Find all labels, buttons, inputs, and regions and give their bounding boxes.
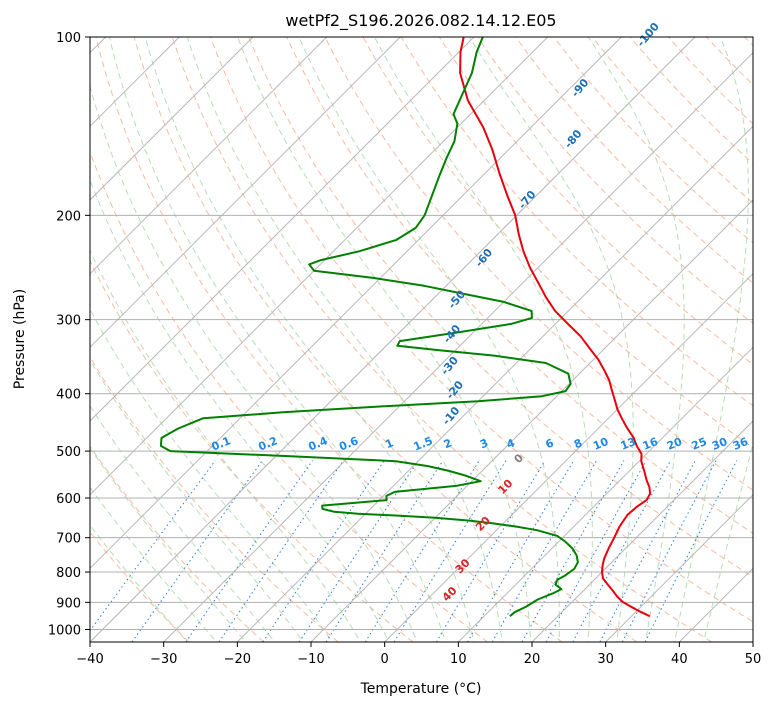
mixing-ratio-label: 8	[572, 436, 584, 451]
isotherm	[90, 37, 696, 642]
x-tick-label: −10	[297, 652, 324, 667]
isotherm	[605, 493, 753, 642]
dry-adiabat	[324, 37, 753, 491]
mixing-ratio-label: 16	[641, 435, 660, 453]
mixing-ratio-label: 10	[591, 435, 610, 453]
mixing-ratio-line	[262, 460, 385, 642]
mixing-ratio-line	[435, 460, 546, 642]
y-tick-label: 1000	[48, 623, 81, 638]
y-tick-label: 800	[56, 566, 81, 581]
mixing-ratio-label: 13	[619, 435, 638, 453]
moist-adiabat	[298, 37, 560, 642]
moist-adiabat	[108, 37, 447, 642]
y-tick-label: 500	[56, 445, 81, 460]
isotherm	[90, 37, 475, 422]
moist-adiabat	[374, 37, 593, 642]
dry-adiabat	[477, 37, 753, 325]
y-tick-label: 400	[56, 388, 81, 403]
dry-adiabat	[133, 37, 638, 642]
dry-adiabat	[629, 37, 753, 165]
moist-adiabat	[587, 37, 685, 642]
isotherm	[90, 37, 254, 201]
moist-adiabat	[90, 524, 188, 642]
x-tick-label: 10	[450, 652, 467, 667]
temperature-profile	[459, 37, 652, 618]
dry-adiabat	[591, 37, 753, 204]
y-tick-label: 100	[56, 31, 81, 46]
x-axis: −40 −30 −20 −10 0 10 20 30 40 50	[76, 642, 761, 667]
mixing-ratio-label: 30	[710, 435, 729, 453]
y-tick-label: 700	[56, 532, 81, 547]
x-tick-label: 50	[745, 652, 762, 667]
moist-adiabat	[90, 447, 247, 642]
isotherm	[531, 420, 753, 642]
mixing-ratio-label: 25	[690, 435, 709, 453]
dry-adiabat	[400, 37, 753, 407]
mixing-ratio-line	[572, 460, 672, 642]
isotherm	[457, 346, 753, 642]
plot-frame	[89, 36, 754, 643]
dry-adiabat	[90, 445, 264, 642]
x-tick-label: −40	[76, 652, 103, 667]
isotherm	[384, 272, 753, 642]
moist-adiabat	[674, 37, 749, 642]
dry-adiabat	[515, 37, 753, 284]
mixing-ratio-label: 3	[478, 436, 490, 451]
mixing-ratio-line	[90, 460, 216, 632]
mixing-ratio-line	[491, 460, 598, 642]
mixing-ratio-label: 2	[442, 436, 454, 451]
moist-adiabat	[469, 37, 634, 642]
x-tick-label: −30	[150, 652, 177, 667]
mixing-ratio-line	[185, 460, 314, 642]
y-tick-label: 600	[56, 492, 81, 507]
y-tick-label: 900	[56, 596, 81, 611]
x-tick-label: 0	[381, 652, 389, 667]
mixing-ratio-line	[467, 460, 575, 642]
moist-adiabat	[90, 249, 362, 642]
dry-adiabat	[90, 259, 414, 642]
moist-adiabat	[144, 37, 475, 642]
mixing-ratio-line	[521, 460, 625, 642]
isotherm	[236, 125, 753, 642]
pressure-grid	[90, 37, 753, 642]
y-tick-label: 200	[56, 209, 81, 224]
isotherm	[163, 51, 753, 642]
chart-title: wetPf2_S196.2026.082.14.12.E05	[285, 11, 556, 31]
x-axis-label: Temperature (°C)	[360, 681, 482, 697]
moist-adiabat	[90, 178, 390, 642]
mixing-ratio-line	[218, 460, 344, 642]
moist-adiabat	[703, 441, 753, 642]
x-tick-label: 40	[671, 652, 688, 667]
dry-adiabat	[95, 37, 563, 642]
x-tick-label: 20	[524, 652, 541, 667]
dewpoint-profile	[159, 37, 579, 617]
y-axis: 100 200 300 400 500 600 700 800 900 1000	[48, 31, 90, 638]
isotherm	[310, 199, 753, 642]
isotherm	[90, 37, 328, 275]
dry-adiabat	[210, 37, 753, 623]
dry-adiabat	[171, 37, 712, 642]
y-axis-label: Pressure (hPa)	[12, 289, 28, 389]
dry-adiabat	[248, 37, 753, 578]
profile-lines	[159, 37, 652, 618]
y-tick-label: 300	[56, 314, 81, 329]
isotherm	[90, 37, 549, 496]
moist-adiabat	[90, 308, 333, 642]
mixing-ratio-label: 1	[383, 436, 395, 451]
mixing-ratio-line	[545, 460, 647, 642]
x-tick-label: 30	[597, 652, 614, 667]
moist-adiabat	[90, 84, 418, 642]
x-tick-label: −20	[224, 652, 251, 667]
isotherm	[90, 37, 622, 570]
isotherm	[90, 37, 401, 349]
mixing-ratio-label: 36	[731, 435, 750, 453]
mixing-ratio-line	[131, 460, 263, 642]
mixing-ratio-label: 20	[665, 435, 684, 453]
